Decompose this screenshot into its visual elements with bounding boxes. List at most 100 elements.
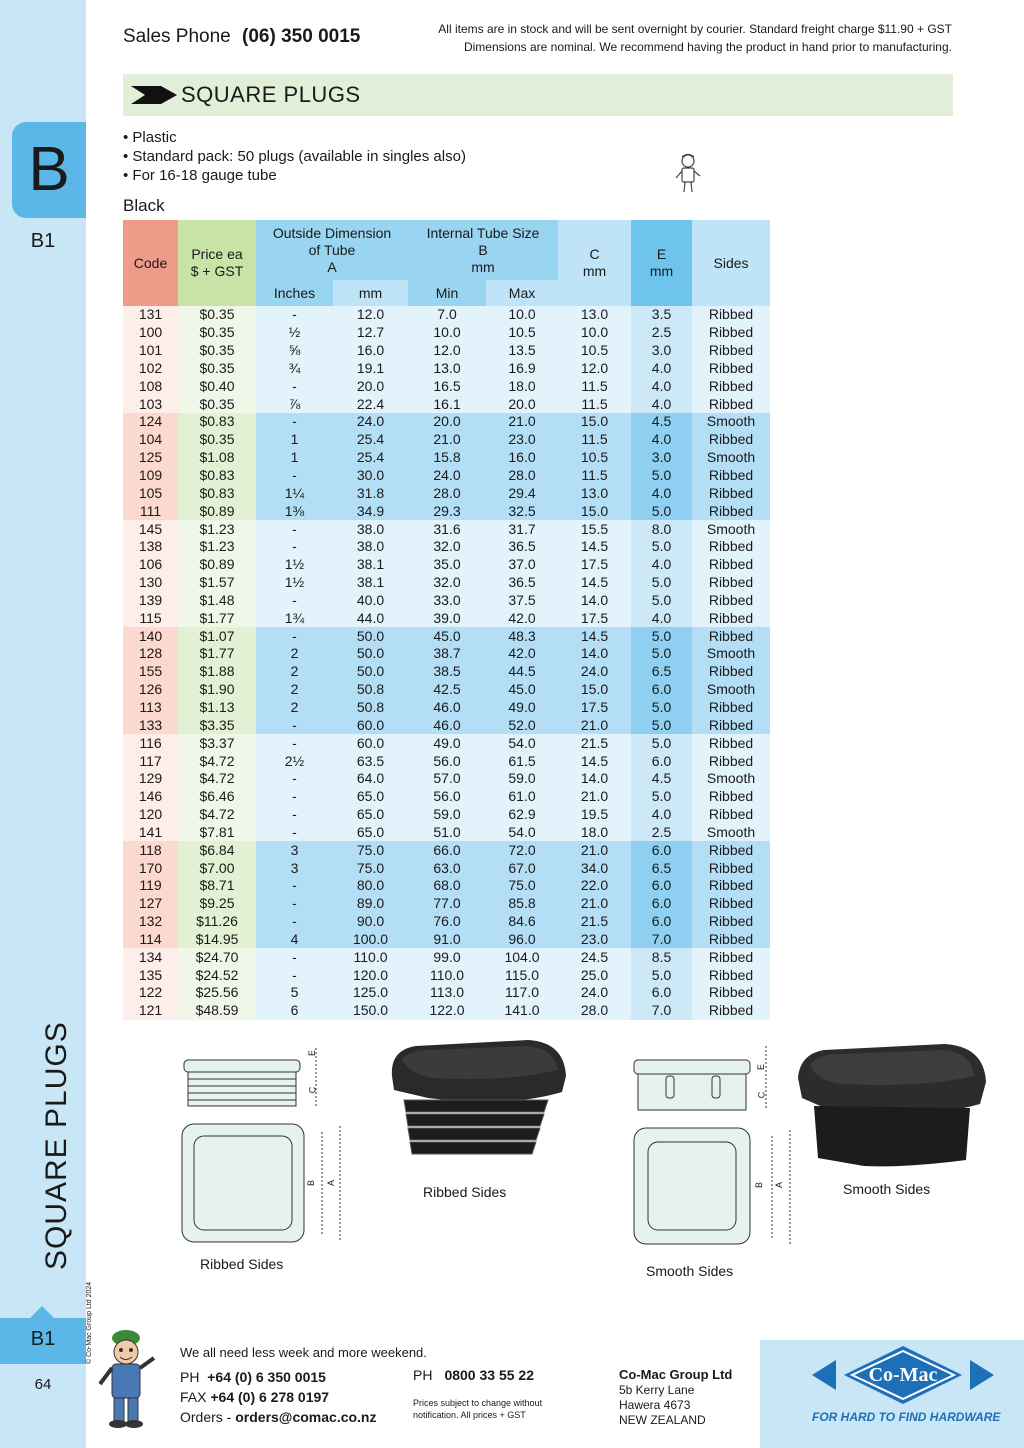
table-cell: 32.0	[408, 573, 486, 592]
table-cell: 7.0	[631, 930, 693, 949]
table-cell: 5.0	[631, 734, 693, 753]
table-cell: 6.5	[631, 859, 693, 877]
table-row: 100 $0.35 ½ 12.7 10.0 10.5 10.0 2.5 Ribbed	[123, 323, 771, 342]
table-cell: 14.0	[558, 769, 632, 788]
table-cell: 5.0	[631, 787, 693, 806]
table-cell: 50.0	[333, 662, 408, 681]
table-cell: 10.5	[558, 448, 632, 467]
table-cell: Ribbed	[692, 484, 771, 503]
table-cell: 125	[123, 448, 178, 467]
table-cell: 50.0	[333, 627, 408, 646]
title-banner: SQUARE PLUGS	[123, 74, 953, 116]
table-cell: 63.5	[333, 752, 408, 770]
table-cell: 132	[123, 912, 178, 931]
color-label: Black	[123, 196, 165, 215]
table-cell: 61.5	[486, 752, 559, 770]
orders-label: Orders -	[180, 1409, 232, 1425]
table-cell: Smooth	[692, 448, 771, 467]
table-cell: $9.25	[178, 894, 256, 913]
table-cell: 129	[123, 769, 178, 788]
table-row: 108 $0.40-20.0 16.5 18.0 11.5 4.0 Ribbed	[123, 377, 771, 396]
table-cell: ¾	[256, 359, 333, 378]
table-cell: 80.0	[333, 877, 408, 895]
table-row: 102 $0.35 ¾ 19.1 13.0 16.9 12.0 4.0 Ribbed	[123, 359, 771, 378]
table-cell: Ribbed	[692, 323, 771, 342]
table-row: 121 $48.59 6 150.0 122.0 141.0 28.0 7.0 Ribbed	[123, 1001, 771, 1020]
table-cell: $0.83	[178, 466, 256, 485]
table-cell: Ribbed	[692, 787, 771, 806]
table-cell: -	[256, 466, 333, 485]
table-row: 126 $1.90 2 50.8 42.5 45.0 15.0 6.0 Smooth	[123, 680, 771, 699]
table-cell: 2.5	[631, 323, 693, 342]
table-cell: 16.0	[486, 448, 559, 467]
address-line2: Hawera 4673	[619, 1398, 691, 1412]
table-cell: -	[256, 413, 333, 431]
table-cell: 6.0	[631, 912, 693, 931]
table-cell: $4.72	[178, 752, 256, 770]
table-cell: $1.23	[178, 537, 256, 556]
table-cell: 1¼	[256, 484, 333, 503]
table-cell: 42.5	[408, 680, 486, 699]
table-cell: 62.9	[486, 805, 559, 824]
table-cell: 24.5	[558, 948, 632, 967]
header-min: Min	[408, 280, 486, 306]
prices-line1: Prices subject to change without	[413, 1398, 543, 1408]
arrow-icon	[131, 86, 177, 104]
table-cell: 76.0	[408, 912, 486, 931]
table-cell: ⅝	[256, 341, 333, 360]
table-cell: 100	[123, 323, 178, 342]
table-cell: 2½	[256, 752, 333, 770]
ph2-number[interactable]: 0800 33 55 22	[444, 1367, 534, 1383]
table-cell: -	[256, 537, 333, 556]
table-cell: 61.0	[486, 787, 559, 806]
table-cell: 22.0	[558, 877, 632, 895]
table-cell: 50.8	[333, 680, 408, 699]
table-cell: 117	[123, 752, 178, 770]
comac-logo[interactable]: Co-Mac	[812, 1344, 994, 1406]
table-row: 134 $24.70-110.0 99.0 104.0 24.5 8.5 Ribbed	[123, 948, 771, 967]
table-cell: 37.0	[486, 555, 559, 574]
ph-number[interactable]: +64 (0) 6 350 0015	[207, 1369, 326, 1385]
table-cell: 35.0	[408, 555, 486, 574]
smooth-photo-caption: Smooth Sides	[843, 1181, 931, 1197]
table-cell: 49.0	[408, 734, 486, 753]
table-cell: $0.35	[178, 430, 256, 449]
table-cell: $1.08	[178, 448, 256, 467]
table-cell: -	[256, 591, 333, 610]
table-cell: 33.0	[408, 591, 486, 610]
footer-tagline: We all need less week and more weekend.	[180, 1345, 427, 1360]
table-row: 113 $1.13 2 50.8 46.0 49.0 17.5 5.0 Ribbed	[123, 698, 771, 717]
table-cell: 5.0	[631, 645, 693, 663]
table-cell: Smooth	[692, 645, 771, 663]
table-cell: 106	[123, 555, 178, 574]
table-cell: Ribbed	[692, 1001, 771, 1020]
table-cell: $0.35	[178, 359, 256, 378]
table-cell: 4.0	[631, 609, 693, 628]
table-row: 146 $6.46-65.0 56.0 61.0 21.0 5.0 Ribbed	[123, 787, 771, 806]
sales-phone-number[interactable]: (06) 350 0015	[242, 26, 361, 47]
table-cell: 120.0	[333, 966, 408, 985]
table-cell: 1¾	[256, 609, 333, 628]
table-cell: 56.0	[408, 787, 486, 806]
table-cell: 20.0	[408, 413, 486, 431]
table-cell: 14.5	[558, 627, 632, 646]
table-cell: 21.0	[558, 841, 632, 860]
table-cell: 38.5	[408, 662, 486, 681]
table-cell: 11.5	[558, 466, 632, 485]
table-cell: -	[256, 734, 333, 753]
table-cell: 4.0	[631, 395, 693, 414]
table-cell: Smooth	[692, 413, 771, 431]
table-cell: Ribbed	[692, 306, 771, 324]
table-cell: 5.0	[631, 537, 693, 556]
section-tab[interactable]: B	[12, 122, 86, 218]
table-cell: 133	[123, 716, 178, 735]
table-cell: 134	[123, 948, 178, 967]
table-cell: 1½	[256, 555, 333, 574]
table-cell: 12.0	[408, 341, 486, 360]
table-cell: 42.0	[486, 609, 559, 628]
dim-label-e: E	[307, 1049, 318, 1057]
table-row: 117 $4.72 2½ 63.5 56.0 61.5 14.5 6.0 Ribbed	[123, 752, 771, 770]
orders-email[interactable]: orders@comac.co.nz	[235, 1409, 377, 1425]
table-cell: 5.0	[631, 966, 693, 985]
table-cell: 5.0	[631, 716, 693, 735]
